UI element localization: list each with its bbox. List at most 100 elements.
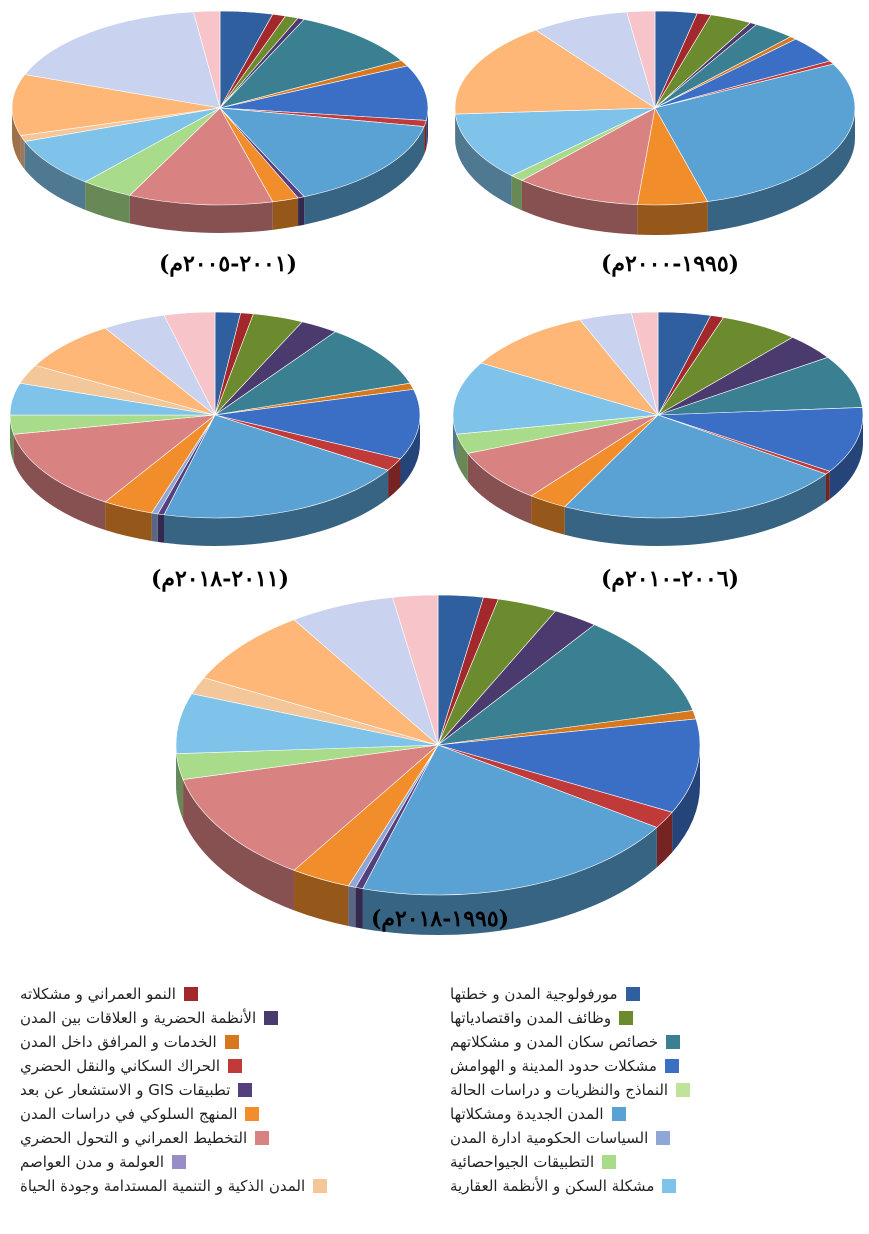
pie-slice-side [176, 753, 184, 820]
legend-item: وظائف المدن واقتصادياتها [450, 1006, 850, 1030]
pie-slice [454, 29, 656, 115]
pie-slice-side [151, 512, 158, 542]
pie-slice [11, 74, 221, 136]
chart-caption-1995-2000: (١٩٩٥-٢٠٠٠م) [600, 251, 740, 277]
pie-slice-side [521, 180, 638, 235]
pie-slice [626, 10, 656, 109]
pie-chart-1 [11, 10, 429, 233]
legend-label: التطبيقات الجيواحصائية [450, 1153, 595, 1171]
pie-slice [193, 10, 221, 109]
legend-column-left: النمو العمراني و مشكلاته الأنظمة الحضرية … [20, 982, 420, 1198]
legend-swatch [224, 1035, 239, 1049]
legend-swatch [245, 1107, 260, 1121]
legend-item: المدن الجديدة ومشكلاتها [450, 1102, 850, 1126]
legend-item: التخطيط العمراني و التحول الحضري [20, 1126, 420, 1150]
pie-slice [452, 362, 659, 435]
legend-label: المنهج السلوكي في دراسات المدن [20, 1105, 238, 1123]
legend-swatch [602, 1155, 617, 1169]
legend-label: خصائص سكان المدن و مشكلاتهم [450, 1033, 659, 1051]
pie-top-faces [9, 311, 421, 519]
legend-label: مشكلة السكن و الأنظمة العقارية [450, 1177, 655, 1195]
pie-slice [436, 624, 694, 746]
legend-label: الخدمات و المرافق داخل المدن [20, 1033, 217, 1051]
chart-legend: مورفولوجية المدن و خطتها وظائف المدن واقت… [20, 982, 850, 1222]
chart-caption-2006-2010: (٢٠٠٦-٢٠١٠م) [600, 566, 740, 592]
legend-swatch [611, 1107, 626, 1121]
pie-slice [521, 107, 656, 205]
pie-slice-side [656, 812, 673, 868]
pie-slice [214, 389, 421, 460]
pie-slice [219, 18, 402, 109]
pie-top-faces [454, 10, 856, 206]
pie-slice [467, 414, 659, 497]
legend-label: الحراك السكاني والنقل الحضري [20, 1057, 221, 1075]
pie-slice [392, 594, 439, 746]
pie-slice-side [564, 474, 826, 546]
legend-column-right: مورفولوجية المدن و خطتها وظائف المدن واقت… [450, 982, 850, 1198]
pie-slice [657, 357, 863, 416]
pie-slice-side [24, 141, 86, 210]
pie-slice [535, 11, 656, 109]
pie-slice-side [511, 175, 522, 211]
legend-label: المدن الجديدة ومشكلاتها [450, 1105, 604, 1123]
legend-item: مورفولوجية المدن و خطتها [450, 982, 850, 1006]
legend-label: العولمة و مدن العواصم [20, 1153, 165, 1171]
chart-caption-2001-2005: (٢٠٠١-٢٠٠٥م) [158, 251, 298, 277]
pie-slice-side [456, 434, 468, 482]
legend-item: المنهج السلوكي في دراسات المدن [20, 1102, 420, 1126]
legend-item: السياسات الحكومية ادارة المدن [450, 1126, 850, 1150]
pie-slice-side [20, 135, 25, 170]
pie-slice-side [348, 885, 356, 928]
pie-chart-0 [454, 10, 856, 235]
legend-swatch [183, 987, 198, 1001]
legend-label: تطبيقات GIS و الاستشعار عن بعد [20, 1081, 231, 1099]
chart-caption-1995-2018: (١٩٩٥-٢٠١٨م) [370, 906, 510, 932]
legend-item: النمو العمراني و مشكلاته [20, 982, 420, 1006]
legend-item: الأنظمة الحضرية و العلاقات بين المدن [20, 1006, 420, 1030]
pie-slice-side [85, 181, 130, 224]
legend-item: الحراك السكاني والنقل الحضري [20, 1054, 420, 1078]
pie-side-walls [453, 415, 863, 546]
pie-slice [182, 744, 439, 871]
pie-top-faces [175, 594, 701, 896]
pie-slice-side [157, 513, 165, 543]
pie-top-faces [11, 10, 429, 206]
legend-swatch [625, 987, 640, 1001]
pie-slice-side [183, 779, 295, 911]
pie-slice [455, 107, 656, 177]
pie-slice [13, 414, 216, 503]
pie-chart-3 [9, 311, 421, 546]
legend-swatch [313, 1179, 328, 1193]
pie-slice-side [424, 120, 427, 155]
pie-side-walls [176, 745, 700, 936]
pie-slice-side [531, 495, 565, 535]
chart-caption-2011-2018: (٢٠١١-٢٠١٨م) [150, 566, 290, 592]
legend-swatch [255, 1131, 270, 1145]
pie-slice [480, 319, 659, 416]
pie-slice [437, 718, 701, 813]
pie-slice [163, 311, 216, 416]
pie-slice [24, 107, 221, 183]
legend-item: مشكلة السكن و الأنظمة العقارية [450, 1174, 850, 1198]
legend-item: خصائص سكان المدن و مشكلاتهم [450, 1030, 850, 1054]
pie-slice-side [388, 458, 401, 499]
legend-item: العولمة و مدن العواصم [20, 1150, 420, 1174]
pie-slice [630, 311, 659, 416]
pie-slice-side [455, 114, 512, 206]
pie-slice-side [426, 108, 428, 149]
legend-swatch [676, 1083, 691, 1097]
pie-slice-side [272, 197, 299, 230]
legend-item: تطبيقات GIS و الاستشعار عن بعد [20, 1078, 420, 1102]
pie-slice-side [637, 201, 708, 235]
legend-item: المدن الذكية و التنمية المستدامة وجودة ا… [20, 1174, 420, 1198]
pie-slice-side [10, 415, 14, 463]
pie-slice-side [825, 471, 830, 503]
pie-slice [219, 65, 429, 121]
legend-swatch [662, 1179, 677, 1193]
legend-label: النمو العمراني و مشكلاته [20, 985, 176, 1003]
pie-slice-side [105, 501, 152, 541]
pie-slice [219, 107, 425, 198]
pie-slice-side [829, 415, 863, 500]
pie-slice-side [294, 870, 349, 926]
pie-slice-side [12, 108, 21, 164]
